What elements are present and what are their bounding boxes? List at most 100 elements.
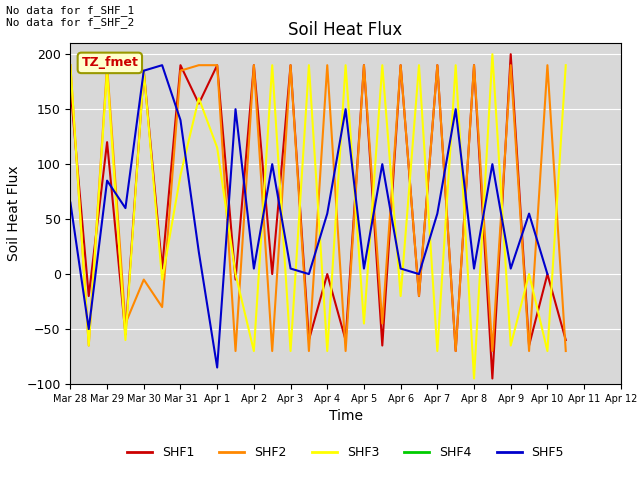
SHF3	[305, 62, 313, 68]
SHF2	[415, 293, 423, 299]
SHF1	[360, 62, 368, 68]
SHF2	[397, 62, 404, 68]
SHF2	[140, 276, 148, 282]
SHF3	[195, 96, 203, 101]
SHF1	[342, 337, 349, 343]
SHF2	[452, 348, 460, 354]
SHF1	[543, 271, 551, 277]
SHF1	[323, 271, 331, 277]
SHF2	[305, 348, 313, 354]
SHF5	[433, 211, 441, 216]
SHF5	[305, 271, 313, 277]
SHF5	[525, 211, 533, 216]
SHF3	[562, 62, 570, 68]
SHF1	[525, 343, 533, 348]
SHF1	[305, 337, 313, 343]
X-axis label: Time: Time	[328, 409, 363, 423]
Text: TZ_fmet: TZ_fmet	[81, 56, 138, 70]
SHF3	[378, 62, 386, 68]
Line: SHF1: SHF1	[70, 54, 566, 379]
SHF3	[543, 348, 551, 354]
SHF5	[342, 106, 349, 112]
SHF3	[213, 145, 221, 151]
SHF3	[415, 62, 423, 68]
SHF5	[250, 266, 258, 272]
SHF5	[360, 266, 368, 272]
SHF1	[140, 68, 148, 73]
SHF5	[67, 200, 74, 205]
SHF2	[433, 62, 441, 68]
SHF5	[85, 326, 93, 332]
SHF3	[250, 348, 258, 354]
SHF2	[562, 348, 570, 354]
SHF5	[397, 266, 404, 272]
SHF2	[195, 62, 203, 68]
SHF3	[488, 51, 496, 57]
SHF1	[213, 62, 221, 68]
SHF5	[268, 161, 276, 167]
SHF2	[232, 348, 239, 354]
Line: SHF2: SHF2	[70, 65, 566, 351]
SHF2	[470, 62, 478, 68]
SHF3	[122, 337, 129, 343]
SHF5	[452, 106, 460, 112]
SHF1	[507, 51, 515, 57]
SHF1	[268, 271, 276, 277]
SHF3	[470, 376, 478, 382]
SHF1	[415, 293, 423, 299]
SHF2	[323, 62, 331, 68]
SHF1	[250, 62, 258, 68]
SHF2	[213, 62, 221, 68]
SHF3	[342, 62, 349, 68]
SHF5	[507, 266, 515, 272]
SHF1	[397, 62, 404, 68]
SHF1	[287, 62, 294, 68]
SHF3	[140, 68, 148, 73]
SHF1	[122, 332, 129, 337]
SHF2	[122, 321, 129, 326]
SHF2	[250, 62, 258, 68]
SHF1	[470, 62, 478, 68]
Line: SHF3: SHF3	[70, 54, 566, 379]
SHF3	[507, 343, 515, 348]
SHF5	[140, 68, 148, 73]
SHF3	[323, 348, 331, 354]
SHF1	[232, 276, 239, 282]
SHF5	[122, 205, 129, 211]
SHF2	[85, 343, 93, 348]
SHF2	[525, 348, 533, 354]
SHF2	[67, 62, 74, 68]
SHF1	[452, 348, 460, 354]
SHF3	[452, 62, 460, 68]
SHF1	[67, 84, 74, 90]
SHF5	[177, 117, 184, 123]
SHF5	[287, 266, 294, 272]
SHF2	[287, 62, 294, 68]
Legend: SHF1, SHF2, SHF3, SHF4, SHF5: SHF1, SHF2, SHF3, SHF4, SHF5	[122, 442, 569, 464]
SHF2	[177, 68, 184, 73]
SHF1	[177, 62, 184, 68]
SHF2	[268, 348, 276, 354]
SHF2	[103, 62, 111, 68]
SHF3	[360, 321, 368, 326]
Text: No data for f_SHF_1
No data for f_SHF_2: No data for f_SHF_1 No data for f_SHF_2	[6, 5, 134, 28]
SHF1	[378, 343, 386, 348]
SHF3	[525, 271, 533, 277]
SHF1	[103, 139, 111, 145]
SHF3	[397, 293, 404, 299]
SHF5	[488, 161, 496, 167]
SHF3	[268, 62, 276, 68]
SHF3	[85, 343, 93, 348]
SHF3	[67, 62, 74, 68]
SHF2	[488, 348, 496, 354]
SHF2	[360, 62, 368, 68]
SHF5	[323, 211, 331, 216]
SHF1	[562, 337, 570, 343]
Title: Soil Heat Flux: Soil Heat Flux	[289, 21, 403, 39]
SHF5	[415, 271, 423, 277]
SHF5	[232, 106, 239, 112]
SHF3	[158, 276, 166, 282]
SHF1	[158, 266, 166, 272]
SHF3	[433, 348, 441, 354]
SHF1	[195, 101, 203, 107]
